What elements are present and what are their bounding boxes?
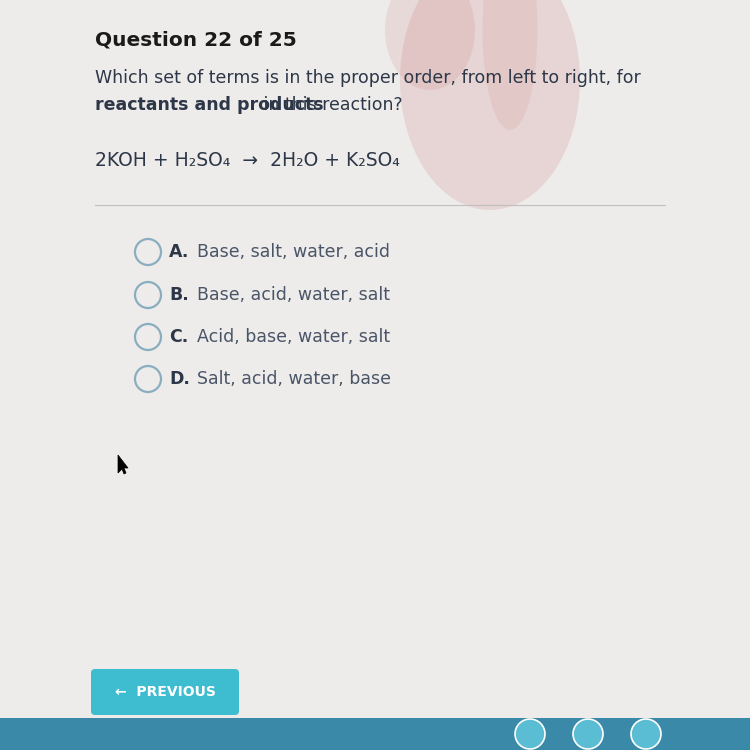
Text: D.: D. <box>169 370 190 388</box>
Text: reactants and products: reactants and products <box>95 96 324 114</box>
Text: Salt, acid, water, base: Salt, acid, water, base <box>197 370 391 388</box>
Circle shape <box>573 719 603 749</box>
Text: C.: C. <box>169 328 188 346</box>
Circle shape <box>631 719 661 749</box>
FancyBboxPatch shape <box>0 718 750 750</box>
Text: 2KOH + H₂SO₄  →  2H₂O + K₂SO₄: 2KOH + H₂SO₄ → 2H₂O + K₂SO₄ <box>95 151 400 170</box>
FancyBboxPatch shape <box>91 669 239 715</box>
Text: Question 22 of 25: Question 22 of 25 <box>95 31 297 50</box>
Ellipse shape <box>385 0 475 90</box>
Text: A.: A. <box>169 243 189 261</box>
Polygon shape <box>118 455 128 474</box>
Ellipse shape <box>400 0 580 210</box>
Text: B.: B. <box>169 286 189 304</box>
Ellipse shape <box>482 0 538 130</box>
Text: Base, salt, water, acid: Base, salt, water, acid <box>197 243 390 261</box>
Text: in this reaction?: in this reaction? <box>258 96 403 114</box>
Text: Base, acid, water, salt: Base, acid, water, salt <box>197 286 390 304</box>
Text: Which set of terms is in the proper order, from left to right, for: Which set of terms is in the proper orde… <box>95 69 640 87</box>
Text: Acid, base, water, salt: Acid, base, water, salt <box>197 328 390 346</box>
Circle shape <box>515 719 545 749</box>
Text: ←  PREVIOUS: ← PREVIOUS <box>115 685 215 699</box>
